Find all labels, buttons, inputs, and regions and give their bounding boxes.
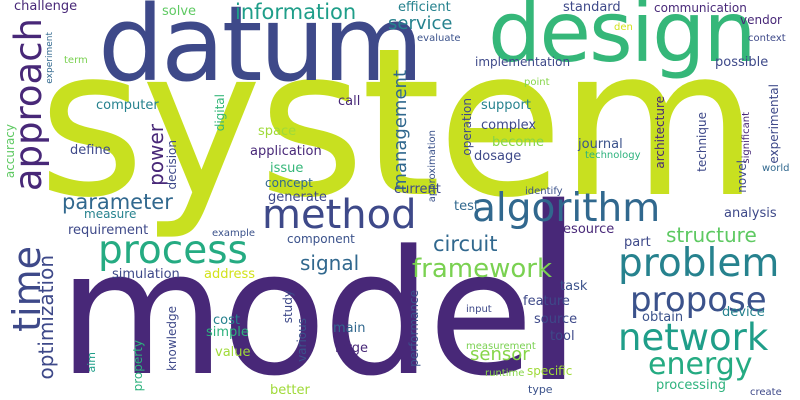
word-propose: propose	[630, 280, 767, 320]
word-large: large	[335, 341, 368, 356]
word-dosage: dosage	[474, 149, 522, 164]
word-knowledge: knowledge	[165, 306, 179, 372]
word-simulation: simulation	[112, 267, 180, 282]
word-system: system	[38, 5, 759, 243]
word-vendor: vendor	[740, 13, 782, 27]
word-become: become	[492, 135, 545, 150]
word-tool: tool	[550, 329, 575, 344]
word-concept: concept	[265, 176, 313, 190]
word-aim: aim	[85, 352, 98, 373]
word-part: part	[624, 235, 651, 250]
word-property: property	[131, 340, 145, 392]
word-better: better	[270, 383, 310, 398]
word-l: l	[520, 156, 587, 400]
word-generate: generate	[268, 190, 327, 205]
word-parameter: parameter	[62, 190, 173, 214]
word-communication: communication	[654, 1, 747, 15]
word-term: term	[64, 55, 88, 66]
word-technique: technique	[695, 112, 709, 172]
word-service: service	[388, 13, 453, 34]
word-sensor: sensor	[470, 344, 530, 365]
word-address: address	[204, 267, 256, 282]
word-technology: technology	[585, 150, 641, 161]
word-cost: cost	[213, 313, 240, 328]
word-solve: solve	[162, 4, 197, 19]
word-den: den	[614, 22, 633, 33]
word-simple: simple	[206, 325, 249, 340]
word-space: space	[258, 124, 297, 139]
word-measure: measure	[84, 207, 137, 221]
word-value: value	[215, 345, 251, 360]
word-framework: framework	[412, 254, 553, 284]
word-create: create	[750, 387, 782, 398]
word-processing: processing	[656, 378, 727, 393]
word-obtain: obtain	[642, 310, 684, 325]
word-support: support	[481, 98, 531, 113]
word-requirement: requirement	[68, 223, 149, 238]
word-novel: novel	[735, 160, 749, 193]
word-component: component	[287, 232, 355, 246]
word-current: current	[394, 182, 441, 197]
word-accuracy: accuracy	[3, 124, 17, 179]
word-model: model	[58, 213, 578, 400]
word-method: method	[262, 192, 417, 238]
word-issue: issue	[270, 161, 304, 176]
word-possible: possible	[715, 55, 769, 70]
word-call: call	[338, 94, 361, 109]
word-identify: identify	[525, 186, 563, 197]
word-world: world	[762, 163, 790, 174]
word-efficient: efficient	[398, 0, 451, 15]
word-design: design	[488, 0, 757, 81]
word-standard: standard	[563, 0, 621, 15]
word-define: define	[70, 143, 111, 158]
word-context: context	[748, 33, 786, 44]
word-structure: structure	[666, 223, 757, 247]
word-datum: datum	[98, 0, 424, 105]
word-information: information	[235, 0, 357, 24]
word-main: main	[333, 321, 366, 336]
word-resource: resource	[558, 222, 615, 237]
word-evaluate: evaluate	[417, 33, 461, 44]
word-analysis: analysis	[724, 206, 777, 221]
word-task: task	[560, 279, 588, 294]
word-significant: significant	[741, 112, 752, 164]
word-specific: specific	[527, 364, 573, 378]
word-runtime: runtime	[485, 368, 525, 379]
word-study: study	[281, 290, 295, 324]
word-optimization: optimization	[34, 255, 58, 380]
word-management: management	[390, 70, 411, 191]
word-test: test	[454, 199, 479, 214]
word-measurement: measurement	[466, 341, 536, 352]
word-signal: signal	[300, 251, 360, 275]
word-architecture: architecture	[653, 96, 667, 169]
word-point: point	[524, 77, 550, 88]
word-circuit: circuit	[433, 232, 498, 256]
word-problem: problem	[618, 241, 780, 286]
word-feature: feature	[523, 294, 570, 309]
word-operation: operation	[460, 98, 474, 156]
word-experimental: experimental	[767, 84, 781, 164]
word-network: network	[618, 316, 769, 359]
word-journal: journal	[578, 137, 623, 152]
word-type: type	[528, 383, 553, 396]
word-source: source	[534, 312, 578, 327]
word-digital: digital	[213, 94, 227, 132]
word-various: various	[295, 318, 309, 362]
word-example: example	[212, 228, 256, 239]
word-complex: complex	[481, 118, 537, 133]
word-decision: decision	[165, 140, 179, 190]
word-input: input	[466, 304, 492, 315]
word-experiment: experiment	[45, 32, 55, 84]
word-performance: performance	[407, 290, 421, 367]
word-power: power	[144, 124, 168, 186]
word-application: application	[250, 144, 322, 159]
word-challenge: challenge	[14, 0, 78, 14]
word-computer: computer	[96, 98, 159, 113]
word-algorithm: algorithm	[472, 186, 661, 231]
word-device: device	[722, 305, 765, 320]
word-process: process	[98, 228, 248, 273]
word-energy: energy	[648, 347, 753, 382]
word-implementation: implementation	[475, 55, 571, 69]
